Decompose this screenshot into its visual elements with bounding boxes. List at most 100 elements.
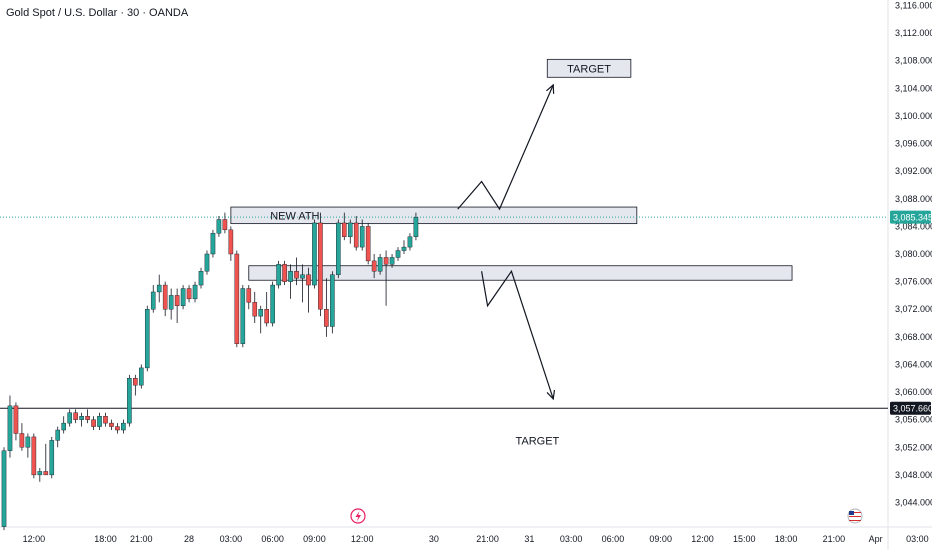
y-tick-label: 3,044.000 bbox=[895, 498, 932, 508]
line-price-tag: 3,057.660 bbox=[890, 401, 932, 415]
candle-body bbox=[347, 222, 353, 237]
candle-body bbox=[282, 264, 287, 282]
y-tick-label: 3,088.000 bbox=[895, 194, 932, 204]
projection-path-down bbox=[481, 269, 554, 400]
candle bbox=[371, 254, 377, 279]
x-tick-label: 06:00 bbox=[261, 534, 284, 544]
candle-body bbox=[234, 253, 240, 344]
candle-body bbox=[168, 295, 174, 310]
candle-body bbox=[210, 233, 216, 255]
candle-body bbox=[270, 284, 275, 324]
candle bbox=[192, 281, 198, 303]
x-tick-label: 06:00 bbox=[602, 534, 625, 544]
candle bbox=[359, 219, 365, 251]
candle-body bbox=[133, 378, 138, 386]
candle-body bbox=[109, 422, 114, 427]
candle bbox=[19, 423, 25, 451]
candle bbox=[109, 419, 114, 431]
candle bbox=[294, 257, 299, 286]
current-price-tag: 3,085.345 bbox=[890, 210, 932, 224]
candle bbox=[276, 260, 281, 289]
current-price-tag-text: 3,085.345 bbox=[893, 212, 932, 222]
candle bbox=[186, 285, 192, 303]
annotation-boxes bbox=[230, 58, 793, 281]
candle-body bbox=[49, 440, 55, 476]
candle bbox=[210, 229, 216, 258]
candle-body bbox=[31, 436, 37, 476]
candle bbox=[365, 222, 371, 265]
candle-body bbox=[383, 257, 389, 265]
candle-body bbox=[353, 222, 359, 248]
y-tick-label: 3,100.000 bbox=[895, 111, 932, 121]
candle-body bbox=[276, 264, 281, 286]
candle-body bbox=[377, 257, 383, 272]
x-tick-label: 31 bbox=[524, 534, 534, 544]
time-axis: 12:00 18:00 21:00 28 03:00 06:00 09:00 12:00 30 2… bbox=[23, 534, 929, 544]
candle-body bbox=[395, 250, 401, 258]
flag-stripe bbox=[849, 518, 861, 519]
price-axis: 3,044.000 3,048.000 3,052.000 3,056.000 3,06… bbox=[890, 1, 932, 508]
candle-body bbox=[198, 271, 204, 286]
y-tick-label: 3,112.000 bbox=[895, 28, 932, 38]
candle-body bbox=[401, 246, 407, 251]
y-tick-label: 3,052.000 bbox=[895, 442, 932, 452]
candle-body bbox=[240, 288, 246, 344]
candle bbox=[216, 216, 222, 237]
y-tick-label: 3,116.000 bbox=[895, 1, 932, 11]
candle bbox=[127, 374, 132, 427]
candle-body bbox=[252, 302, 258, 317]
x-tick-label: 21:00 bbox=[130, 534, 153, 544]
x-tick-label: 28 bbox=[184, 534, 194, 544]
flag-stripe bbox=[849, 520, 861, 521]
lightning-event-icon[interactable] bbox=[350, 508, 366, 524]
candle bbox=[264, 291, 269, 327]
candle-body bbox=[19, 433, 25, 448]
candle bbox=[270, 281, 275, 327]
candle bbox=[139, 364, 144, 389]
x-tick-label: 18:00 bbox=[775, 534, 798, 544]
us-flag-event-icon[interactable] bbox=[847, 508, 863, 524]
candle-body bbox=[97, 416, 102, 427]
candle-body bbox=[341, 222, 347, 237]
candle bbox=[258, 305, 264, 334]
candle bbox=[240, 285, 246, 348]
candle bbox=[162, 281, 168, 317]
candle bbox=[79, 412, 84, 427]
candle-body bbox=[312, 222, 317, 286]
candle-body bbox=[174, 295, 180, 306]
candle-body bbox=[324, 309, 329, 327]
candle-body bbox=[127, 378, 132, 424]
candle bbox=[204, 250, 210, 275]
candle bbox=[395, 247, 401, 261]
candle bbox=[91, 416, 96, 431]
y-tick-label: 3,104.000 bbox=[895, 83, 932, 93]
candle-body bbox=[37, 471, 43, 476]
candle-body bbox=[180, 288, 186, 306]
candle bbox=[389, 254, 395, 268]
candle-body bbox=[91, 419, 96, 427]
candle bbox=[37, 467, 43, 482]
projection-path-up bbox=[457, 84, 554, 211]
y-tick-label: 3,080.000 bbox=[895, 249, 932, 259]
flag-stripe bbox=[849, 516, 861, 517]
candle-body bbox=[162, 284, 168, 310]
lightning-bolt bbox=[355, 511, 361, 522]
candle-body bbox=[371, 260, 377, 272]
candle bbox=[7, 395, 13, 458]
chart-title: Gold Spot / U.S. Dollar · 30 · OANDA bbox=[6, 7, 189, 19]
candle-body bbox=[216, 219, 222, 234]
candle-body bbox=[150, 291, 156, 310]
candle-body bbox=[1, 450, 7, 527]
candle bbox=[234, 250, 240, 348]
candle-body bbox=[186, 288, 192, 300]
target-label-lower: TARGET bbox=[515, 435, 559, 447]
y-tick-label: 3,108.000 bbox=[895, 56, 932, 66]
arrowhead-up bbox=[546, 83, 555, 94]
candle-body bbox=[258, 309, 264, 317]
candle bbox=[43, 443, 49, 476]
candle bbox=[228, 226, 234, 261]
arrowhead-down bbox=[546, 389, 556, 401]
candle-body bbox=[55, 429, 61, 441]
y-tick-label: 3,064.000 bbox=[895, 359, 932, 369]
